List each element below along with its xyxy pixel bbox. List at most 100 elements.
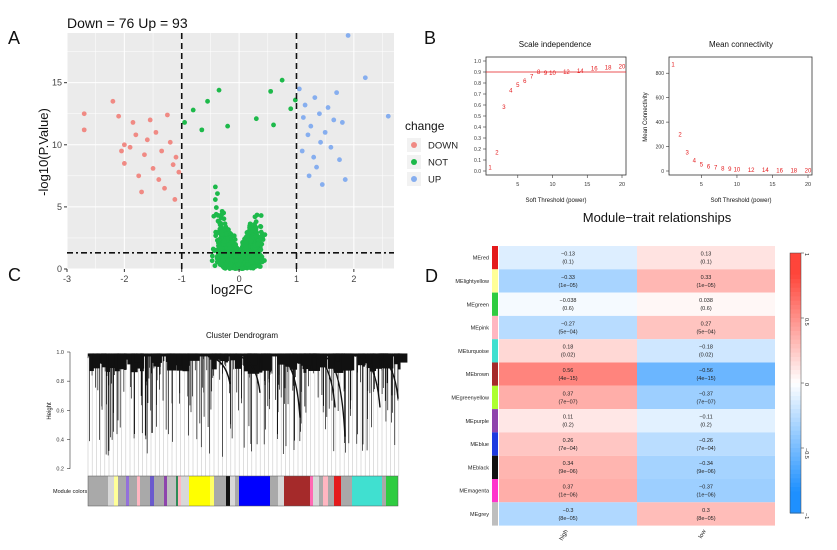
- cell-pvalue: (4e−15): [696, 376, 715, 382]
- branch-cluster: [229, 353, 238, 361]
- panel-a-letter: A: [8, 28, 20, 48]
- point-down: [133, 132, 139, 138]
- point-up: [328, 144, 334, 150]
- module-label: MEturquoise: [458, 349, 489, 355]
- mean-connectivity-x-ticks: 5 10 15 20: [700, 175, 811, 188]
- point-not: [218, 220, 224, 226]
- colorbar-segment: [790, 409, 801, 414]
- legend-label-not: NOT: [428, 158, 448, 169]
- colorbar-segment: [790, 504, 801, 510]
- colorbar-segment: [790, 318, 801, 323]
- colorbar-segment: [790, 322, 801, 328]
- colorbar-segment: [790, 357, 801, 362]
- mean-connectivity-frame: [668, 56, 813, 176]
- point-not: [218, 252, 224, 258]
- y-tick-label: 5: [57, 202, 62, 212]
- point-not: [252, 221, 257, 227]
- branch-cluster: [127, 353, 134, 365]
- point-not: [221, 265, 227, 271]
- module-label: MEblue: [470, 442, 489, 448]
- point-down: [119, 148, 124, 154]
- point-not: [212, 184, 218, 190]
- point-not: [271, 122, 276, 128]
- colorbar-segment: [790, 361, 801, 367]
- branch-cluster: [243, 353, 249, 372]
- module-colors-label: Module colors: [53, 489, 87, 495]
- y-tick-label: 0.2: [474, 147, 481, 153]
- heatmap-cell: [499, 292, 637, 316]
- colorbar-segment: [790, 495, 801, 501]
- module-color-segment: [214, 476, 226, 506]
- power-label: 7: [530, 74, 534, 80]
- cell-pvalue: (7e−07): [696, 399, 715, 405]
- point-down: [81, 111, 87, 117]
- point-not: [216, 237, 222, 243]
- cell-correlation: −0.56: [699, 368, 713, 374]
- cell-pvalue: (5e−04): [696, 329, 715, 335]
- branch-cluster: [89, 353, 94, 372]
- power-label: 10: [734, 167, 741, 173]
- x-tick-label: 10: [734, 182, 740, 188]
- cell-pvalue: (8e−05): [696, 516, 715, 522]
- module-color-segment: [178, 476, 181, 506]
- point-up: [308, 123, 314, 129]
- module-color-segment: [108, 476, 114, 506]
- curved-branch: [375, 355, 399, 399]
- branch-cluster: [397, 353, 408, 363]
- cell-correlation: 0.038: [699, 298, 713, 304]
- point-not: [251, 264, 257, 270]
- module-color-swatch: [492, 455, 498, 479]
- module-label: MEgreenyellow: [451, 395, 489, 401]
- power-label: 7: [714, 166, 718, 172]
- heatmap-cell: [637, 409, 775, 433]
- colorbar-segment: [790, 352, 801, 358]
- volcano-xlabel: log2FC: [211, 282, 253, 297]
- module-label: MEbrown: [466, 372, 489, 378]
- x-tick-label: 5: [516, 182, 519, 188]
- colorbar-segment: [790, 461, 801, 466]
- cell-pvalue: (1e−05): [558, 283, 577, 289]
- point-up: [317, 111, 322, 117]
- colorbar-segment: [790, 456, 801, 462]
- heatmap-cell: [499, 339, 637, 363]
- cell-pvalue: (5e−04): [558, 329, 577, 335]
- cell-pvalue: (0.1): [562, 260, 573, 266]
- colorbar-segment: [790, 391, 801, 397]
- power-label: 16: [591, 67, 598, 73]
- mean-connectivity-ylabel: Mean Connectivity: [643, 92, 649, 141]
- point-down: [159, 148, 165, 154]
- dendrogram-title: Cluster Dendrogram: [206, 331, 278, 340]
- point-not: [212, 197, 218, 202]
- colorbar-segment: [790, 274, 801, 280]
- panel-d-letter: D: [425, 266, 438, 286]
- module-color-frame: [87, 475, 399, 507]
- branch-cluster: [114, 353, 120, 372]
- cell-correlation: 0.37: [563, 391, 574, 397]
- cell-correlation: 0.27: [701, 321, 712, 327]
- branch-cluster: [372, 353, 383, 369]
- trait-label: low: [698, 528, 708, 539]
- point-not: [245, 255, 250, 261]
- point-up: [314, 164, 319, 170]
- branch-cluster: [211, 353, 217, 370]
- cell-correlation: −0.038: [560, 298, 577, 304]
- colorbar-segment: [790, 500, 801, 505]
- y-tick-label: 800: [656, 71, 665, 77]
- branch-cluster: [224, 353, 228, 363]
- panel-c: C Cluster Dendrogram 0.2 0.4 0.6 0.8 1.0 Hei…: [8, 265, 408, 507]
- point-not: [255, 241, 261, 247]
- module-color-segment: [323, 476, 328, 506]
- y-tick-label: 15: [52, 78, 62, 88]
- module-label: MEmagenta: [459, 489, 490, 495]
- module-color-segment: [126, 476, 129, 506]
- point-down: [110, 98, 116, 104]
- cell-pvalue: (7e−04): [696, 446, 715, 452]
- curved-branch: [277, 355, 301, 418]
- mean-connectivity-xlabel: Soft Threshold (power): [711, 198, 772, 204]
- point-not: [190, 107, 196, 113]
- colorbar-segment: [790, 487, 801, 492]
- point-not: [227, 266, 233, 271]
